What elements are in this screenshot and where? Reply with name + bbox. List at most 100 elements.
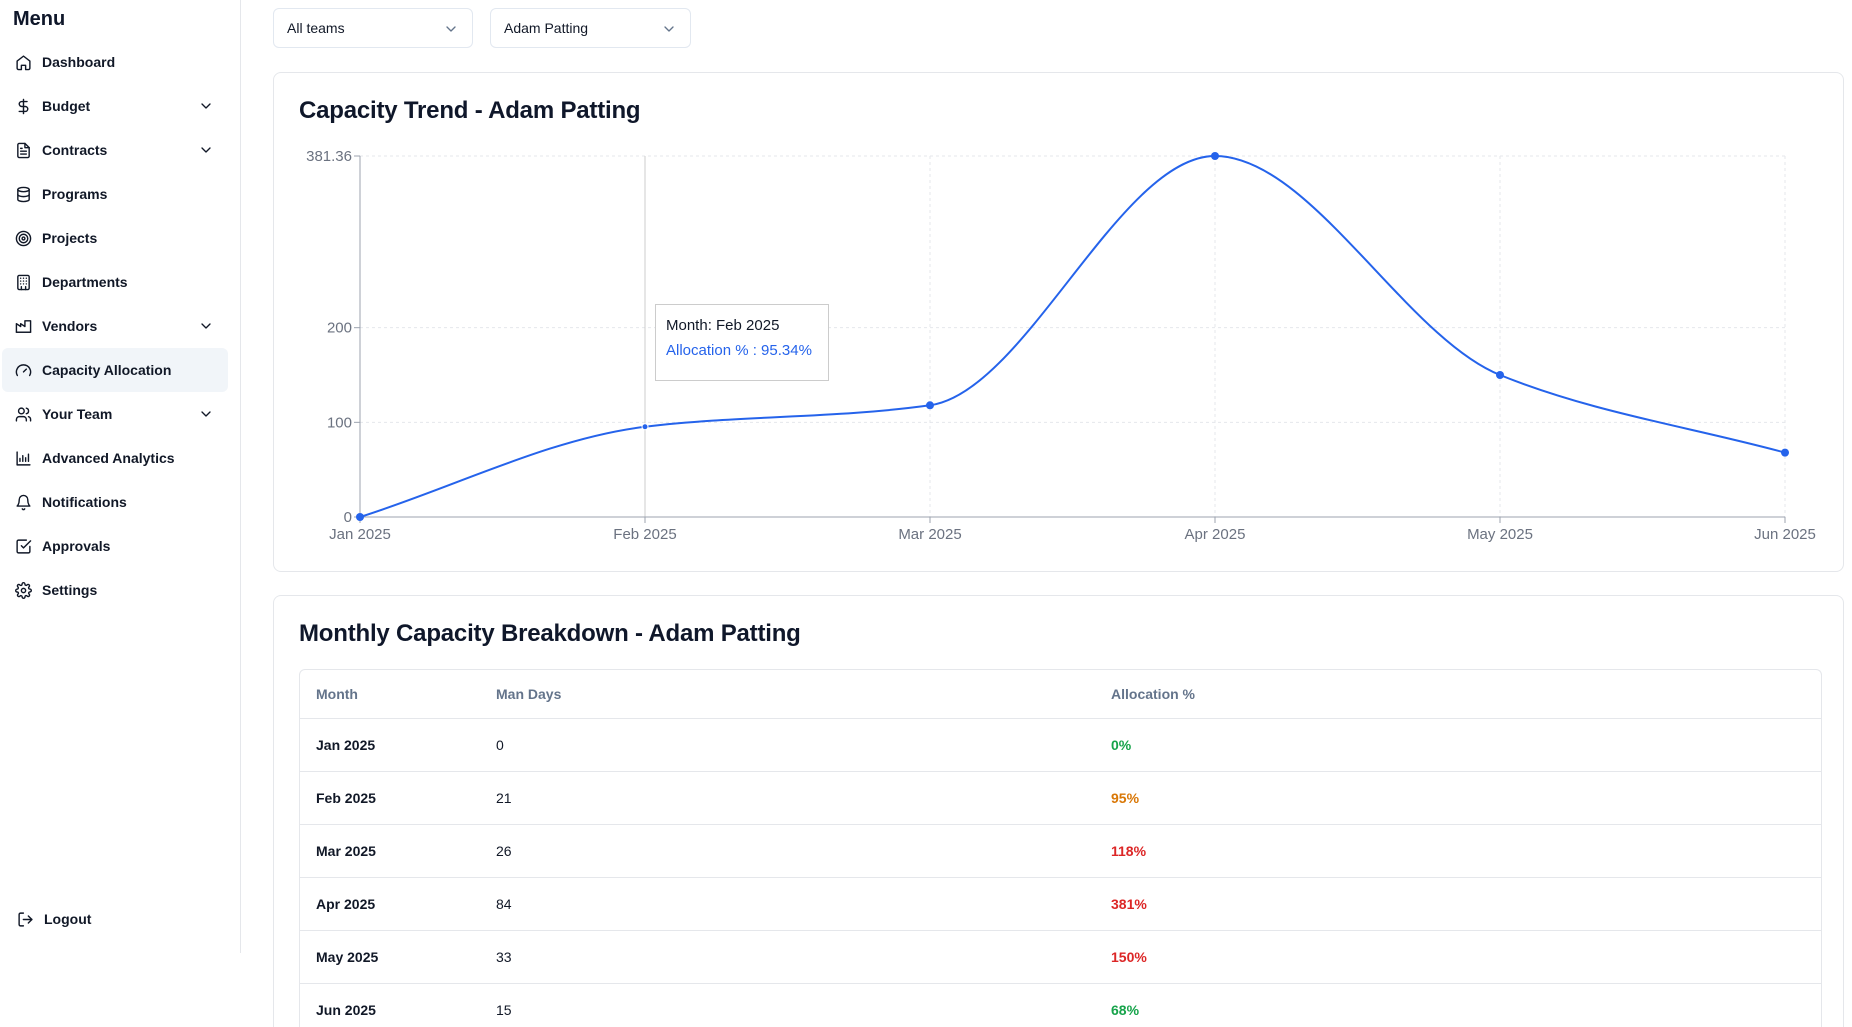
gear-icon bbox=[14, 581, 32, 599]
cell-month: Mar 2025 bbox=[316, 843, 376, 859]
cell-allocation: 118% bbox=[1111, 843, 1147, 859]
data-point-jun-2025[interactable] bbox=[1781, 448, 1789, 457]
cell-allocation: 150% bbox=[1111, 949, 1147, 965]
tooltip-month: Month: Feb 2025 bbox=[666, 317, 780, 334]
sidebar-item-settings[interactable]: Settings bbox=[2, 568, 228, 612]
chevron-down-icon bbox=[443, 21, 459, 37]
data-point-may-2025[interactable] bbox=[1496, 371, 1504, 380]
table-row: Jan 2025 0 0% bbox=[300, 719, 1821, 772]
table-title: Monthly Capacity Breakdown - Adam Pattin… bbox=[299, 620, 801, 647]
sidebar-item-label: Projects bbox=[42, 230, 98, 246]
cell-man-days: 26 bbox=[496, 843, 512, 859]
person-select-value: Adam Patting bbox=[504, 20, 589, 36]
data-point-mar-2025[interactable] bbox=[926, 401, 934, 410]
sidebar-item-dashboard[interactable]: Dashboard bbox=[2, 40, 228, 84]
column-header-man-days[interactable]: Man Days bbox=[496, 686, 562, 702]
cell-month: Jun 2025 bbox=[316, 1002, 376, 1018]
y-tick-label: 100 bbox=[327, 414, 352, 431]
table-body: Jan 2025 0 0% Feb 2025 21 95% Mar 2025 26 118% Ap… bbox=[300, 719, 1821, 1027]
cell-allocation: 0% bbox=[1111, 737, 1132, 753]
x-tick-label: Jun 2025 bbox=[1754, 526, 1816, 543]
logout-button[interactable]: Logout bbox=[4, 897, 230, 941]
sidebar-item-capacity-allocation[interactable]: Capacity Allocation bbox=[2, 348, 228, 392]
users-icon bbox=[14, 405, 32, 423]
y-tick-label: 200 bbox=[327, 320, 352, 337]
cell-allocation: 381% bbox=[1111, 896, 1147, 912]
sidebar-item-approvals[interactable]: Approvals bbox=[2, 524, 228, 568]
chevron-down-icon[interactable] bbox=[198, 318, 214, 334]
sidebar-item-label: Your Team bbox=[42, 406, 113, 422]
data-point-feb-2025[interactable] bbox=[641, 423, 649, 431]
cell-month: Apr 2025 bbox=[316, 896, 376, 912]
chevron-down-icon[interactable] bbox=[198, 406, 214, 422]
document-icon bbox=[14, 141, 32, 159]
capacity-trend-card: Capacity Trend - Adam Patting 0 100 200 381… bbox=[273, 72, 1844, 572]
sidebar-item-programs[interactable]: Programs bbox=[2, 172, 228, 216]
table-row: May 2025 33 150% bbox=[300, 931, 1821, 984]
cell-allocation: 95% bbox=[1111, 790, 1140, 806]
y-tick-label: 0 bbox=[344, 509, 352, 526]
sidebar-item-label: Departments bbox=[42, 274, 128, 290]
team-select[interactable]: All teams bbox=[273, 8, 473, 48]
sidebar-item-advanced-analytics[interactable]: Advanced Analytics bbox=[2, 436, 228, 480]
sidebar-item-contracts[interactable]: Contracts bbox=[2, 128, 228, 172]
sidebar-item-label: Contracts bbox=[42, 142, 108, 158]
building-icon bbox=[14, 273, 32, 291]
table-row: Apr 2025 84 381% bbox=[300, 878, 1821, 931]
sidebar-item-label: Budget bbox=[42, 98, 91, 114]
chevron-down-icon bbox=[661, 21, 677, 37]
home-icon bbox=[14, 53, 32, 71]
logout-label: Logout bbox=[44, 911, 92, 927]
data-point-apr-2025[interactable] bbox=[1211, 152, 1219, 160]
sidebar-nav: Dashboard Budget Contracts Programs Projects… bbox=[0, 40, 241, 612]
sidebar-item-budget[interactable]: Budget bbox=[2, 84, 228, 128]
sidebar-item-notifications[interactable]: Notifications bbox=[2, 480, 228, 524]
sidebar-item-label: Capacity Allocation bbox=[42, 362, 172, 378]
table-row: Mar 2025 26 118% bbox=[300, 825, 1821, 878]
chart-tooltip: Month: Feb 2025 Allocation % : 95.34% bbox=[655, 304, 829, 381]
sidebar-item-label: Notifications bbox=[42, 494, 127, 510]
sidebar-item-label: Programs bbox=[42, 186, 108, 202]
x-tick-label: Mar 2025 bbox=[898, 526, 961, 543]
x-tick-label: Jan 2025 bbox=[329, 526, 391, 543]
chart-title: Capacity Trend - Adam Patting bbox=[299, 97, 641, 124]
allocation-series-line bbox=[359, 154, 1786, 518]
sidebar-item-departments[interactable]: Departments bbox=[2, 260, 228, 304]
cell-month: Jan 2025 bbox=[316, 737, 376, 753]
chart-icon bbox=[14, 449, 32, 467]
sidebar-item-vendors[interactable]: Vendors bbox=[2, 304, 228, 348]
sidebar-item-label: Advanced Analytics bbox=[42, 450, 175, 466]
x-tick-label: Apr 2025 bbox=[1185, 526, 1246, 543]
sidebar: Menu Dashboard Budget Contracts Programs Pro… bbox=[0, 0, 241, 953]
chevron-down-icon[interactable] bbox=[198, 98, 214, 114]
sidebar-item-label: Approvals bbox=[42, 538, 111, 554]
team-select-value: All teams bbox=[287, 20, 345, 36]
column-header-allocation[interactable]: Allocation % bbox=[1111, 686, 1196, 702]
table-row: Feb 2025 21 95% bbox=[300, 772, 1821, 825]
cell-man-days: 33 bbox=[496, 949, 512, 965]
sidebar-item-projects[interactable]: Projects bbox=[2, 216, 228, 260]
cell-man-days: 21 bbox=[496, 790, 512, 806]
table-header-row: Month Man Days Allocation % bbox=[300, 670, 1821, 719]
table-row: Jun 2025 15 68% bbox=[300, 984, 1821, 1027]
x-tick-label: Feb 2025 bbox=[613, 526, 676, 543]
sidebar-item-label: Vendors bbox=[42, 318, 98, 334]
cell-man-days: 84 bbox=[496, 896, 512, 912]
x-tick-label: May 2025 bbox=[1467, 526, 1533, 543]
check-square-icon bbox=[14, 537, 32, 555]
target-icon bbox=[14, 229, 32, 247]
cell-allocation: 68% bbox=[1111, 1002, 1140, 1018]
sidebar-item-your-team[interactable]: Your Team bbox=[2, 392, 228, 436]
dollar-icon bbox=[14, 97, 32, 115]
cell-month: Feb 2025 bbox=[316, 790, 376, 806]
person-select[interactable]: Adam Patting bbox=[490, 8, 691, 48]
y-tick-label: 381.36 bbox=[306, 148, 352, 165]
sidebar-item-label: Dashboard bbox=[42, 54, 116, 70]
sidebar-item-label: Settings bbox=[42, 582, 98, 598]
cell-man-days: 0 bbox=[496, 737, 504, 753]
data-point-jan-2025[interactable] bbox=[356, 513, 364, 521]
column-header-month[interactable]: Month bbox=[316, 686, 358, 702]
chevron-down-icon[interactable] bbox=[198, 142, 214, 158]
factory-icon bbox=[14, 317, 32, 335]
capacity-trend-chart[interactable]: 0 100 200 381.36 Jan 2025 Feb 2025 Mar 2025 Apr… bbox=[274, 73, 1845, 573]
